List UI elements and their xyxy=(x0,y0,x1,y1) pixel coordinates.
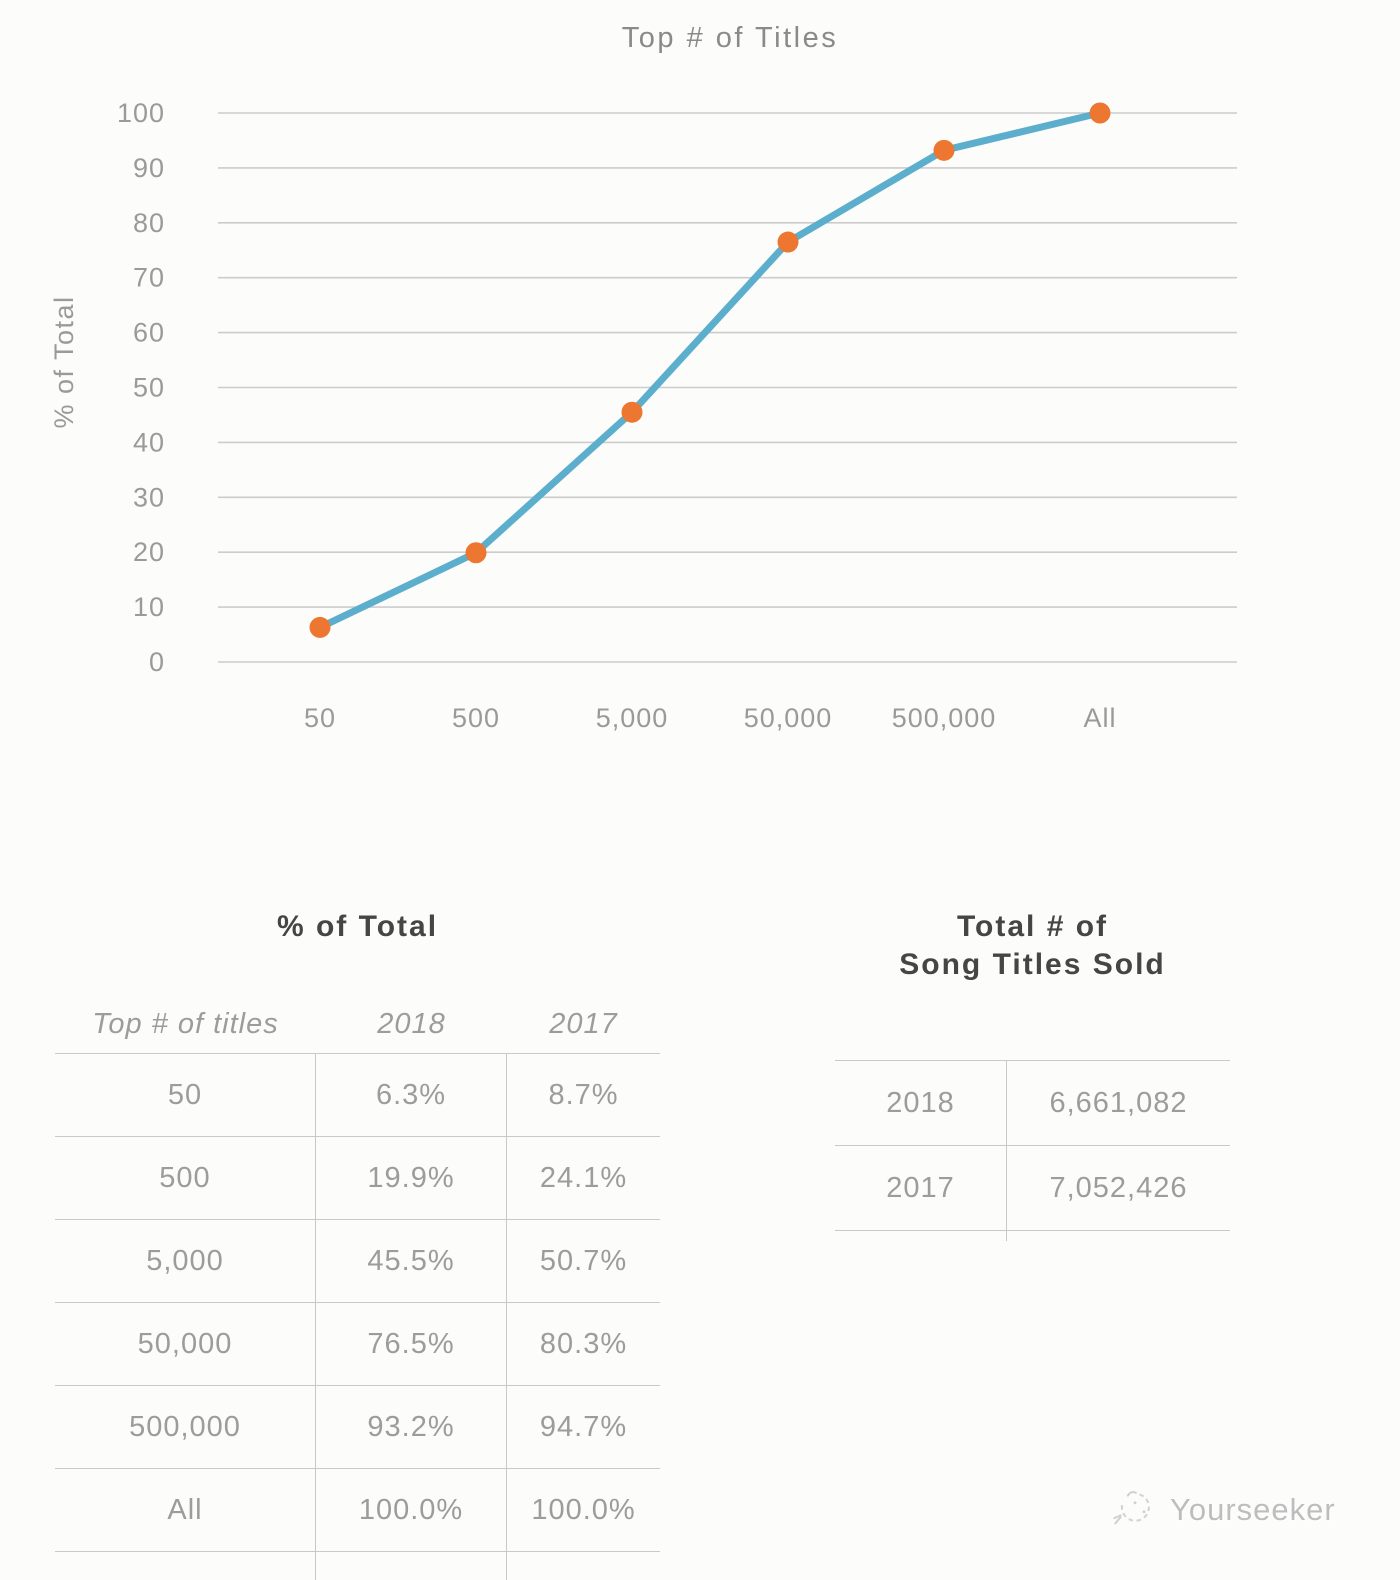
value-cell: 6.3% xyxy=(316,1054,507,1136)
value-cell: 19.9% xyxy=(316,1137,507,1219)
value-cell: 100.0% xyxy=(316,1469,507,1551)
spacer-cell xyxy=(1007,1231,1230,1241)
value-cell: 76.5% xyxy=(316,1303,507,1385)
y-tick-label: 70 xyxy=(133,263,165,293)
table-row: 5,000 45.5% 50.7% xyxy=(55,1219,660,1302)
row-label-cell: 500,000 xyxy=(55,1386,316,1468)
song-titles-sold-table: Total # of Song Titles Sold 2018 6,661,08… xyxy=(835,908,1230,1248)
y-tick-label: 30 xyxy=(133,482,165,512)
table-body: 50 6.3% 8.7% 500 19.9% 24.1% 5,000 45.5% 50.7% 50… xyxy=(55,1053,660,1580)
table-row: 500 19.9% 24.1% xyxy=(55,1136,660,1219)
data-point xyxy=(1089,102,1111,124)
line-chart: 0 10 20 30 40 50 60 70 80 90 100 50 500 5,000 50,000 50… xyxy=(49,22,1237,733)
spacer-cell xyxy=(55,1552,316,1580)
value-cell: 24.1% xyxy=(539,1161,628,1194)
value-cell: 6,661,082 xyxy=(1049,1086,1188,1119)
yourseeker-logo-icon xyxy=(1113,1491,1150,1525)
y-axis-title: % of Total xyxy=(49,295,79,428)
table-header-row: Top # of titles 2018 2017 xyxy=(55,1002,660,1046)
y-tick-label: 50 xyxy=(133,373,165,403)
y-tick-label: 0 xyxy=(149,647,165,677)
value-cell: 94.7% xyxy=(539,1410,628,1443)
table-row: 50 6.3% 8.7% xyxy=(55,1053,660,1136)
spacer-cell xyxy=(316,1552,507,1580)
table-bottom-spacer xyxy=(835,1230,1230,1241)
series-line-2018 xyxy=(316,109,1104,631)
table-row: 2017 7,052,426 xyxy=(835,1145,1230,1230)
value-cell: 50.7% xyxy=(539,1244,628,1277)
header-cell-2017: 2017 xyxy=(549,1007,618,1040)
row-label-cell: 2018 xyxy=(835,1061,1007,1145)
x-tick-label: 500,000 xyxy=(892,703,997,733)
y-tick-label: 90 xyxy=(133,153,165,183)
table-title-line2: Song Titles Sold xyxy=(899,948,1166,981)
table-title-line1: Total # of xyxy=(956,910,1109,943)
data-point xyxy=(309,616,331,638)
row-label-cell: 2017 xyxy=(835,1146,1007,1230)
table-row: 500,000 93.2% 94.7% xyxy=(55,1385,660,1468)
x-tick-label: 5,000 xyxy=(596,703,669,733)
value-cell: 8.7% xyxy=(548,1078,619,1111)
x-tick-label: 50,000 xyxy=(744,703,833,733)
table-bottom-spacer xyxy=(55,1551,660,1580)
row-label-cell: All xyxy=(55,1469,316,1551)
x-tick-label: 500 xyxy=(452,703,500,733)
table-title: Total # of Song Titles Sold xyxy=(835,908,1230,984)
table-row: All 100.0% 100.0% xyxy=(55,1468,660,1551)
y-tick-label: 40 xyxy=(133,427,165,457)
spacer-cell xyxy=(507,1552,660,1580)
value-cell: 93.2% xyxy=(316,1386,507,1468)
watermark-text: Yourseeker xyxy=(1170,1492,1336,1527)
percent-of-total-table: % of Total Top # of titles 2018 2017 50 6… xyxy=(55,908,660,1580)
y-tick-label: 60 xyxy=(133,318,165,348)
table-row: 50,000 76.5% 80.3% xyxy=(55,1302,660,1385)
table-body: 2018 6,661,082 2017 7,052,426 xyxy=(835,1060,1230,1241)
y-tick-label: 100 xyxy=(117,98,165,128)
data-point xyxy=(465,542,487,564)
header-cell-2018: 2018 xyxy=(377,1007,446,1040)
spacer-cell xyxy=(835,1231,1007,1241)
x-tick-label: All xyxy=(1083,703,1116,733)
data-point xyxy=(933,139,955,161)
data-point xyxy=(777,231,799,253)
data-point xyxy=(621,401,643,423)
table-row: 2018 6,661,082 xyxy=(835,1060,1230,1145)
y-tick-label: 80 xyxy=(133,208,165,238)
row-label-cell: 5,000 xyxy=(55,1220,316,1302)
value-cell: 7,052,426 xyxy=(1049,1171,1188,1204)
header-cell-top-titles: Top # of titles xyxy=(92,1007,279,1040)
row-label-cell: 500 xyxy=(55,1137,316,1219)
y-tick-label: 10 xyxy=(133,592,165,622)
watermark: Yourseeker xyxy=(1108,1483,1336,1537)
row-label-cell: 50 xyxy=(55,1054,316,1136)
table-title: % of Total xyxy=(276,910,439,943)
y-tick-label: 20 xyxy=(133,537,165,567)
value-cell: 45.5% xyxy=(316,1220,507,1302)
x-tick-label: 50 xyxy=(304,703,336,733)
value-cell: 80.3% xyxy=(539,1327,628,1360)
row-label-cell: 50,000 xyxy=(55,1303,316,1385)
chart-title: Top # of Titles xyxy=(622,22,838,54)
value-cell: 100.0% xyxy=(531,1493,636,1526)
